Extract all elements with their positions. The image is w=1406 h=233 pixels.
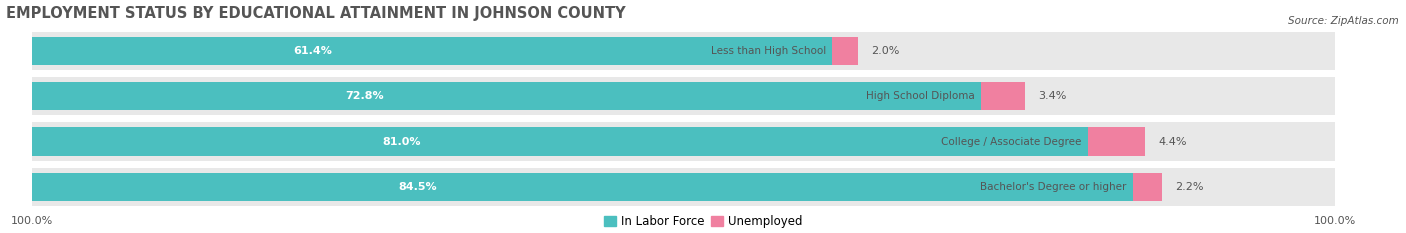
Bar — [32, 173, 1133, 201]
Legend: In Labor Force, Unemployed: In Labor Force, Unemployed — [605, 215, 803, 228]
Text: 2.2%: 2.2% — [1175, 182, 1204, 192]
Text: 72.8%: 72.8% — [344, 91, 384, 101]
Text: High School Diploma: High School Diploma — [866, 91, 974, 101]
Text: 3.4%: 3.4% — [1038, 91, 1067, 101]
Text: 2.0%: 2.0% — [872, 46, 900, 56]
Text: 61.4%: 61.4% — [292, 46, 332, 56]
Bar — [32, 32, 1336, 70]
Bar — [32, 127, 1088, 156]
Bar — [981, 82, 1025, 110]
Bar — [1133, 173, 1161, 201]
Text: Source: ZipAtlas.com: Source: ZipAtlas.com — [1288, 16, 1399, 26]
Text: EMPLOYMENT STATUS BY EDUCATIONAL ATTAINMENT IN JOHNSON COUNTY: EMPLOYMENT STATUS BY EDUCATIONAL ATTAINM… — [6, 6, 626, 21]
Text: 81.0%: 81.0% — [382, 137, 420, 147]
Text: College / Associate Degree: College / Associate Degree — [941, 137, 1081, 147]
Bar — [32, 77, 1336, 115]
Text: 4.4%: 4.4% — [1159, 137, 1187, 147]
Bar — [1088, 127, 1144, 156]
Text: Bachelor's Degree or higher: Bachelor's Degree or higher — [980, 182, 1126, 192]
Bar — [32, 82, 981, 110]
Bar — [32, 123, 1336, 161]
Bar — [832, 37, 859, 65]
Bar — [32, 37, 832, 65]
Text: Less than High School: Less than High School — [710, 46, 825, 56]
Bar — [32, 168, 1336, 206]
Text: 84.5%: 84.5% — [398, 182, 437, 192]
